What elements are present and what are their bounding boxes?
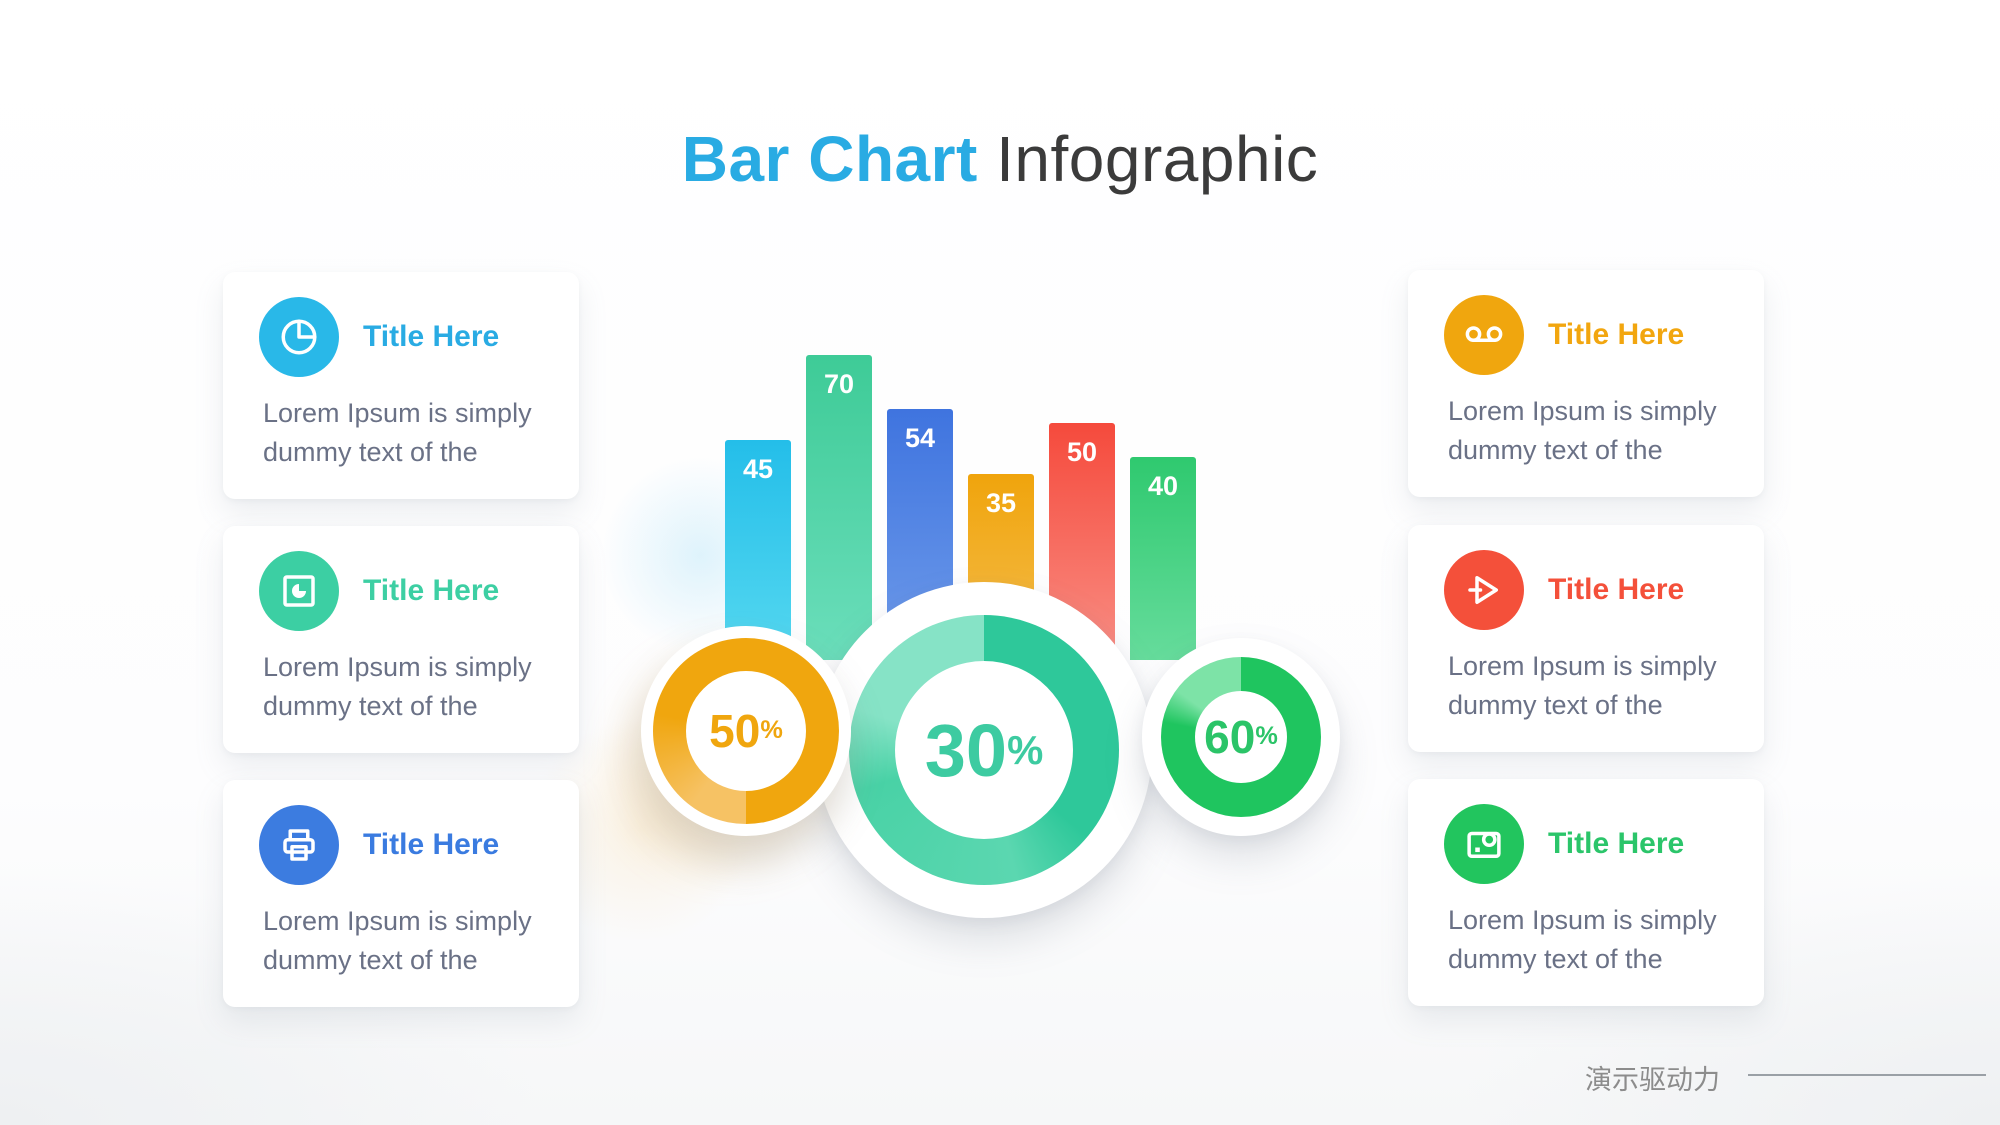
info-card-right-2: Title Here Lorem Ipsum is simply dummy t… — [1408, 525, 1764, 752]
chart-board-icon — [259, 551, 339, 631]
info-card-left-1: Title Here Lorem Ipsum is simply dummy t… — [223, 272, 579, 499]
bar-series-2: 70 — [806, 355, 872, 660]
donut-hole — [895, 661, 1073, 839]
card-title: Title Here — [363, 828, 500, 861]
info-card-left-3: Title Here Lorem Ipsum is simply dummy t… — [223, 780, 579, 1007]
voicemail-icon — [1444, 295, 1524, 375]
card-title: Title Here — [363, 320, 500, 353]
camera-icon — [1444, 804, 1524, 884]
card-body: Lorem Ipsum is simply dummy text of the — [263, 398, 532, 467]
card-body: Lorem Ipsum is simply dummy text of the — [263, 652, 532, 721]
donut-value: 30 — [924, 708, 1008, 792]
page-title-accent: Bar Chart — [681, 123, 978, 195]
bar-value-label: 50 — [1066, 437, 1098, 467]
card-title: Title Here — [363, 574, 500, 607]
bar-series-1: 45 — [725, 440, 791, 660]
donut-unit: % — [1007, 726, 1044, 773]
donut-unit: % — [760, 716, 783, 745]
page-title-rest: Infographic — [977, 123, 1319, 195]
bar-value-label: 40 — [1147, 471, 1179, 501]
donut-value: 60 — [1204, 711, 1256, 763]
footer-brand: 演示驱动力 — [1585, 1065, 1720, 1095]
bar-value-label: 45 — [742, 454, 774, 484]
card-body: Lorem Ipsum is simply dummy text of the — [1448, 396, 1717, 465]
card-title: Title Here — [1548, 827, 1685, 860]
card-body: Lorem Ipsum is simply dummy text of the — [263, 906, 532, 975]
info-card-left-2: Title Here Lorem Ipsum is simply dummy t… — [223, 526, 579, 753]
send-icon — [1444, 550, 1524, 630]
card-body: Lorem Ipsum is simply dummy text of the — [1448, 905, 1717, 974]
bar-value-label: 54 — [904, 423, 936, 453]
info-card-right-3: Title Here Lorem Ipsum is simply dummy t… — [1408, 779, 1764, 1006]
card-title: Title Here — [1548, 318, 1685, 351]
donut-hole — [686, 671, 806, 791]
donut-value: 50 — [709, 705, 761, 757]
bar-value-label: 35 — [985, 488, 1017, 518]
card-body: Lorem Ipsum is simply dummy text of the — [1448, 651, 1717, 720]
donut-hole — [1195, 691, 1287, 783]
donut-unit: % — [1255, 722, 1278, 751]
pie-chart-icon — [259, 297, 339, 377]
page-title: Bar Chart Infographic — [0, 122, 2000, 196]
bar-value-label: 70 — [823, 369, 855, 399]
printer-icon — [259, 805, 339, 885]
footer-divider-line — [1748, 1074, 1986, 1076]
card-title: Title Here — [1548, 573, 1685, 606]
bar-series-6: 40 — [1130, 457, 1196, 660]
donut-value-label: 50% — [686, 671, 806, 791]
info-card-right-1: Title Here Lorem Ipsum is simply dummy t… — [1408, 270, 1764, 497]
donut-value-label: 60% — [1187, 687, 1295, 787]
donut-value-label: 30% — [895, 661, 1073, 839]
